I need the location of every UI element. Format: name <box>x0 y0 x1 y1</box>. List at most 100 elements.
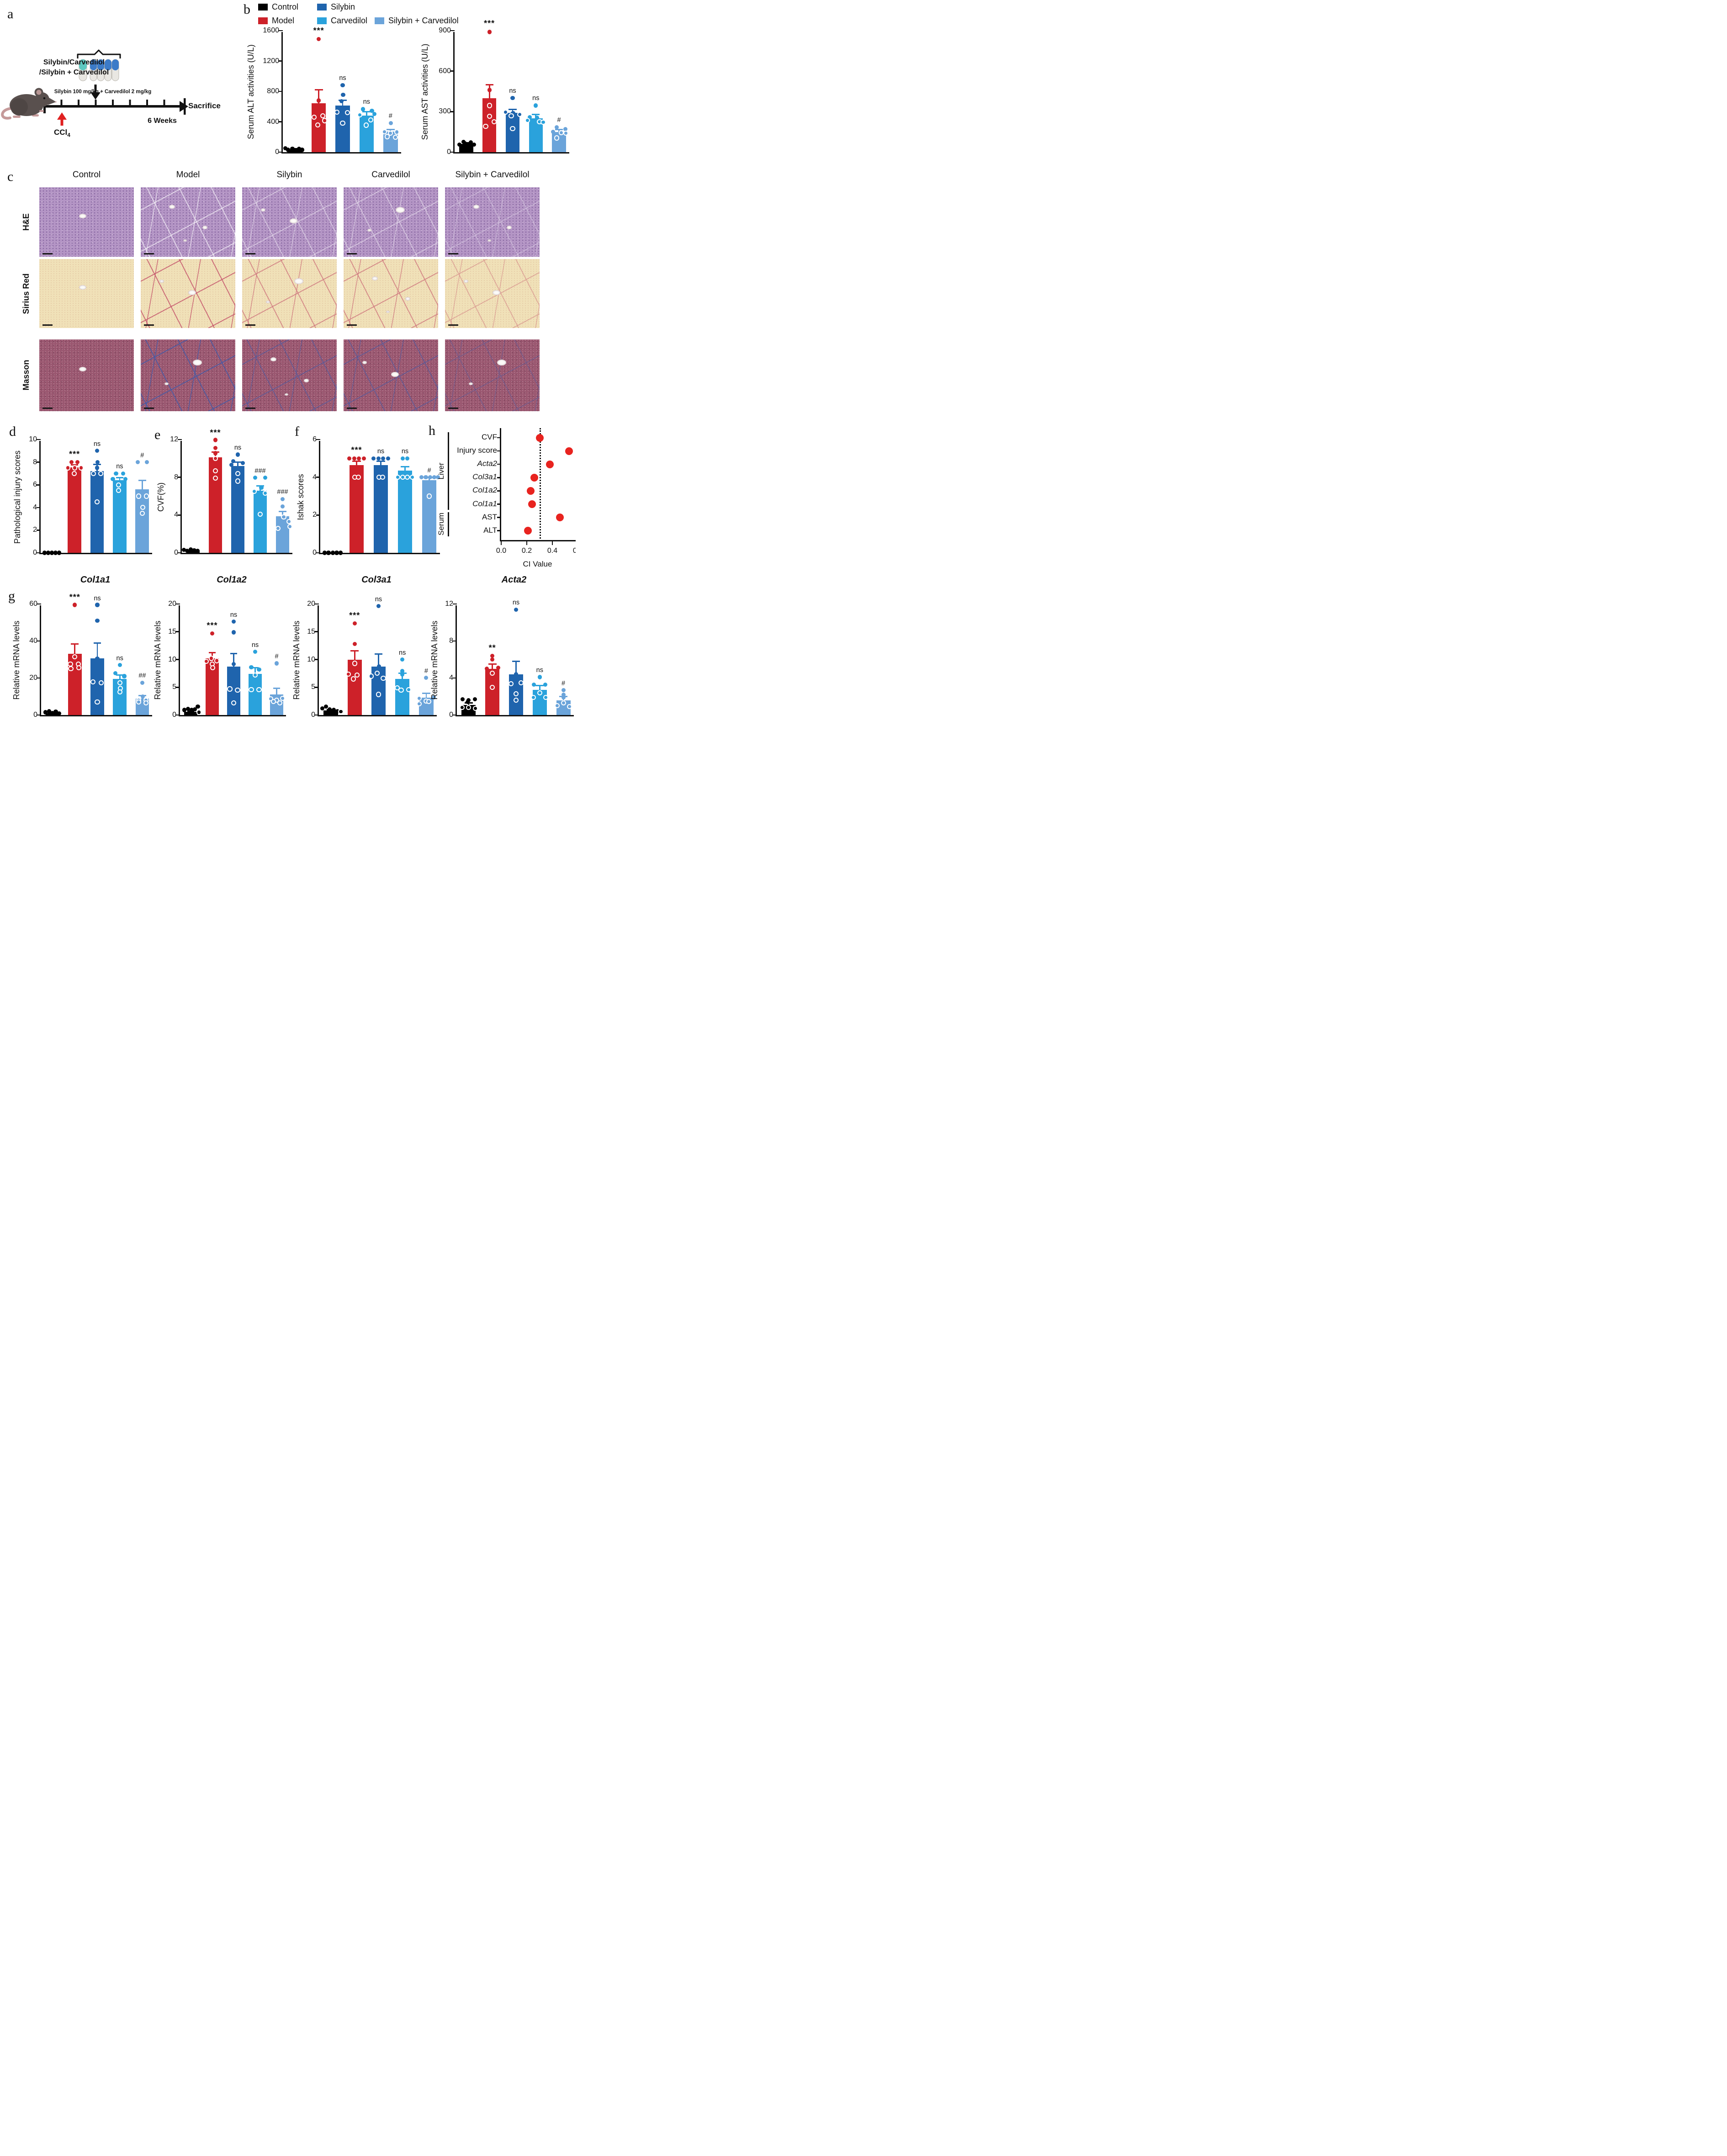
data-point <box>95 699 100 705</box>
bar-carvedilol <box>249 674 262 715</box>
data-point <box>543 694 549 700</box>
data-point <box>235 452 240 457</box>
ci-data-point <box>530 473 539 482</box>
data-point <box>117 680 122 685</box>
stain-row-label-sirius-red: Sirius Red <box>21 273 31 314</box>
data-point <box>347 456 352 461</box>
data-point <box>50 551 54 555</box>
vessel-lumen <box>372 276 378 281</box>
y-tick-label: 1200 <box>263 57 279 65</box>
data-point <box>388 130 393 136</box>
significance-annotation: ns <box>375 596 382 604</box>
data-point <box>376 604 381 609</box>
data-point <box>317 37 321 41</box>
data-point <box>416 701 422 707</box>
vessel-lumen <box>265 300 270 303</box>
vessel-lumen <box>285 393 289 396</box>
y-tick-label: 20 <box>29 674 37 682</box>
y-tick-label: 900 <box>439 26 451 34</box>
data-point <box>277 700 283 705</box>
y-tick-mark <box>178 439 182 440</box>
data-point <box>116 482 122 487</box>
scale-bar <box>144 253 154 254</box>
error-bar <box>141 480 143 490</box>
ci-x-axis-label: CI Value <box>523 560 552 568</box>
data-point <box>139 510 145 516</box>
scale-bar <box>144 408 154 409</box>
y-tick-mark <box>450 111 455 112</box>
y-tick-mark <box>316 439 320 440</box>
data-point <box>354 672 360 678</box>
y-tick-mark <box>453 603 457 605</box>
y-tick-mark <box>178 552 182 554</box>
vessel-lumen <box>289 218 297 224</box>
data-point <box>281 514 286 520</box>
data-point <box>368 117 374 122</box>
data-point <box>213 446 218 450</box>
data-point <box>331 708 336 712</box>
vessel-lumen <box>159 280 164 283</box>
data-point <box>143 700 148 706</box>
histology-image-masson-2 <box>242 339 337 411</box>
y-tick-label: 8 <box>33 458 37 466</box>
error-bar <box>404 466 406 471</box>
vessel-lumen <box>464 280 469 283</box>
significance-annotation: ns <box>94 594 101 602</box>
data-point <box>335 709 340 714</box>
panel-letter-b: b <box>244 2 250 17</box>
data-point <box>53 551 58 555</box>
y-tick-label: 12 <box>445 600 453 608</box>
bar-control <box>459 143 473 152</box>
significance-annotation: ns <box>93 440 101 448</box>
data-point <box>53 710 58 714</box>
stain-row-label-he: H&E <box>21 213 31 231</box>
error-bar <box>318 90 319 103</box>
data-point <box>136 493 141 499</box>
vessel-lumen <box>79 285 86 290</box>
legend-label: Silybin + Carvedilol <box>388 16 459 25</box>
data-point <box>231 620 236 624</box>
data-point <box>235 478 241 484</box>
data-point <box>465 700 470 705</box>
legend-label: Model <box>272 16 295 25</box>
data-point <box>270 699 276 705</box>
data-point <box>185 549 190 553</box>
data-point <box>369 673 374 679</box>
data-point <box>487 103 492 108</box>
y-tick-label: 15 <box>168 627 176 636</box>
data-point <box>484 667 489 671</box>
data-point <box>490 657 495 662</box>
ci-row-label-ast: AST <box>482 512 497 521</box>
data-point <box>567 704 572 710</box>
significance-annotation: ns <box>230 611 238 619</box>
error-bar-cap <box>555 129 563 131</box>
bar-control <box>323 710 338 715</box>
data-point <box>140 694 145 699</box>
error-bar-cap <box>362 111 371 113</box>
data-point <box>300 148 304 152</box>
significance-annotation: # <box>424 667 428 675</box>
significance-annotation: # <box>140 451 144 459</box>
cvf-bar-chart: 0 4 8 12 *** ns ### ### <box>170 428 293 556</box>
data-point <box>457 143 461 147</box>
ccl4-arrow-icon <box>57 112 67 126</box>
vessel-lumen <box>79 366 86 371</box>
significance-annotation: ns <box>401 448 409 456</box>
legend-item-model: Model <box>258 16 294 26</box>
y-tick-mark <box>315 686 319 688</box>
legend-item-control: Control <box>258 2 298 12</box>
y-tick-mark <box>316 514 320 516</box>
scale-bar <box>245 324 255 326</box>
ishak-y-axis-label: Ishak scores <box>296 474 305 520</box>
y-tick-mark <box>37 552 41 554</box>
data-point <box>554 125 559 129</box>
data-point <box>535 116 539 120</box>
error-bar-cap <box>273 688 281 689</box>
data-point <box>326 551 331 555</box>
data-point <box>352 661 357 666</box>
data-point <box>352 621 357 626</box>
acta2-bar-chart: 0 4 8 12 ** ns ns # <box>445 599 574 719</box>
histology-image-masson-0 <box>39 339 134 411</box>
data-point <box>426 699 431 705</box>
col1a1-y-axis-label: Relative mRNA levels <box>12 620 21 700</box>
